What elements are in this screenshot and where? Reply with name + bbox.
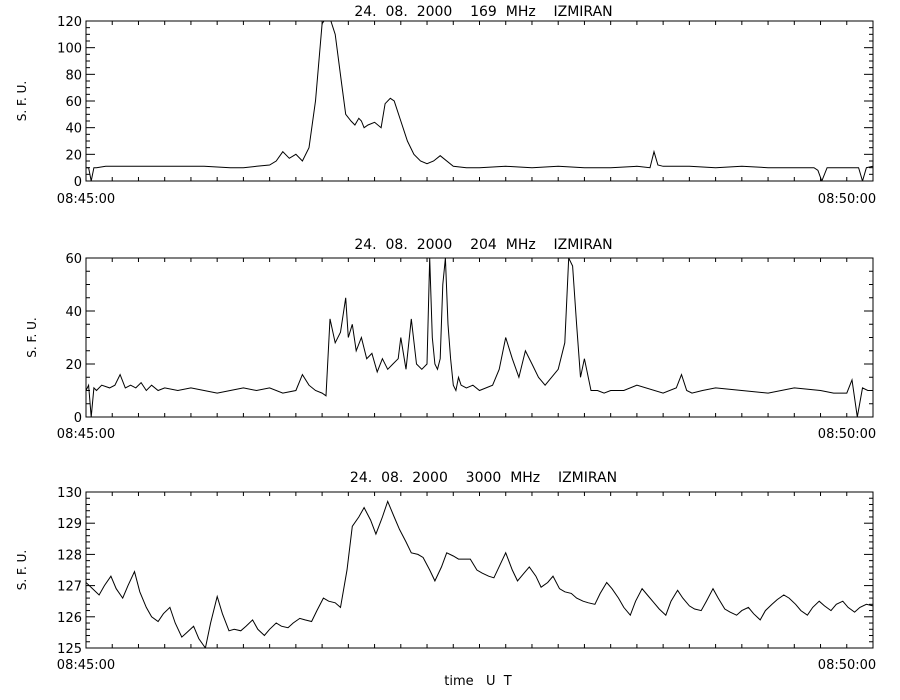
- y-tick-label: 40: [65, 122, 82, 137]
- x-tick-label-end: 08:50:00: [818, 658, 876, 673]
- y-tick-label: 125: [57, 642, 82, 657]
- y-tick-label: 127: [57, 580, 82, 595]
- series-line-1: [86, 499, 873, 648]
- x-axis-label: time U T: [444, 674, 512, 689]
- y-tick-label: 126: [57, 611, 82, 626]
- y-tick-label: 100: [57, 42, 82, 57]
- panel-title: 24. 08. 2000 3000 MHz IZMIRAN: [350, 470, 617, 486]
- y-axis-label: S. F. U.: [15, 550, 29, 590]
- plot-frame: [85, 257, 874, 418]
- y-tick-label: 20: [65, 148, 82, 163]
- y-tick-label: 80: [65, 68, 82, 83]
- series-line-1: [86, 21, 873, 181]
- y-tick-label: 120: [57, 15, 82, 30]
- x-tick-label-start: 08:45:00: [57, 192, 115, 207]
- y-tick-label: 128: [57, 548, 82, 563]
- y-tick-label: 0: [74, 175, 82, 190]
- y-tick-label: 0: [74, 411, 82, 426]
- panel-1: 24. 08. 2000 169 MHz IZMIRAN 0 20 40 60 80 100…: [15, 4, 876, 207]
- panel-title: 24. 08. 2000 169 MHz IZMIRAN: [354, 4, 612, 20]
- x-tick-label-start: 08:45:00: [57, 658, 115, 673]
- x-tick-label-end: 08:50:00: [818, 192, 876, 207]
- x-tick-label-start: 08:45:00: [57, 427, 115, 442]
- plot-frame: [85, 20, 874, 182]
- x-tick-label-end: 08:50:00: [818, 427, 876, 442]
- y-tick-label: 129: [57, 517, 82, 532]
- y-tick-label: 60: [65, 95, 82, 110]
- plot-frame: [85, 491, 874, 649]
- panel-3: 24. 08. 2000 3000 MHz IZMIRAN 125 126 127 12…: [15, 470, 876, 673]
- y-axis-label: S. F. U.: [25, 317, 39, 357]
- panel-title: 24. 08. 2000 204 MHz IZMIRAN: [354, 237, 612, 253]
- y-tick-label: 40: [65, 305, 82, 320]
- panel-2: 24. 08. 2000 204 MHz IZMIRAN 0 20 40 60 08:45…: [25, 237, 876, 442]
- y-tick-label: 130: [57, 486, 82, 501]
- y-axis-label: S. F. U.: [15, 81, 29, 121]
- y-tick-label: 20: [65, 358, 82, 373]
- y-tick-label: 60: [65, 252, 82, 267]
- series-line-1: [86, 258, 873, 417]
